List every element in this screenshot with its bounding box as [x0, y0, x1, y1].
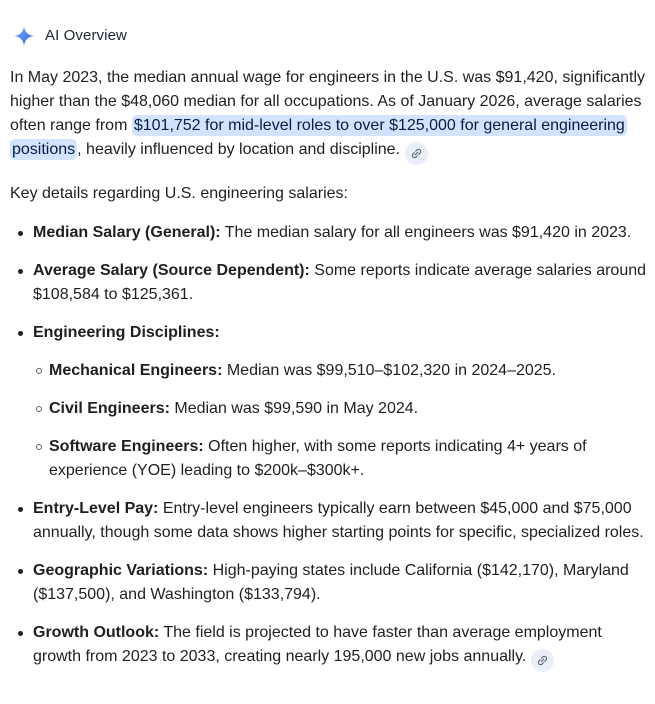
link-icon — [538, 655, 548, 666]
ai-overview-header: AI Overview — [10, 26, 650, 46]
item-label: Geographic Variations: — [33, 562, 209, 579]
item-text: Entry-level engineers typically earn bet… — [33, 500, 644, 541]
item-label: Median Salary (General): — [33, 224, 221, 241]
item-text: The field is projected to have faster th… — [33, 624, 602, 665]
ai-overview-panel: AI Overview In May 2023, the median annu… — [10, 26, 650, 672]
item-text: The median salary for all engineers was … — [220, 224, 632, 241]
bullet-engineering-disciplines: Engineering Disciplines: Mechanical Engi… — [10, 321, 650, 483]
intro-paragraph: In May 2023, the median annual wage for … — [10, 66, 650, 165]
item-text: Often higher, with some reports indicati… — [49, 438, 587, 479]
item-label: Entry-Level Pay: — [33, 500, 159, 517]
subbullet-civil-engineers: Civil Engineers: Median was $99,590 in M… — [33, 397, 624, 421]
subbullet-mechanical-engineers: Mechanical Engineers: Median was $99,510… — [33, 359, 624, 383]
item-text: Median was $99,510–$102,320 in 2024–2025… — [222, 362, 556, 379]
bullet-entry-level-pay: Entry-Level Pay: Entry-level engineers t… — [10, 497, 650, 545]
intro-text-post: , heavily influenced by location and dis… — [77, 141, 401, 158]
subbullet-software-engineers: Software Engineers: Often higher, with s… — [33, 435, 624, 483]
item-label: Growth Outlook: — [33, 624, 160, 641]
disciplines-sublist: Mechanical Engineers: Median was $99,510… — [33, 359, 650, 483]
item-label: Mechanical Engineers: — [49, 362, 223, 379]
bullet-average-salary: Average Salary (Source Dependent): Some … — [10, 259, 650, 307]
item-text: Some reports indicate average salaries a… — [33, 262, 647, 303]
key-details-list: Median Salary (General): The median sala… — [10, 221, 650, 672]
key-details-heading: Key details regarding U.S. engineering s… — [10, 185, 348, 202]
bullet-growth-outlook: Growth Outlook: The field is projected t… — [10, 621, 650, 672]
item-text: High-paying states include California ($… — [33, 562, 629, 603]
source-link-button[interactable] — [405, 142, 429, 165]
bullet-geographic-variations: Geographic Variations: High-paying state… — [10, 559, 650, 607]
item-label: Civil Engineers: — [49, 400, 170, 417]
gemini-sparkle-icon — [14, 26, 34, 46]
ai-overview-title: AI Overview — [45, 27, 127, 44]
bullet-median-salary: Median Salary (General): The median sala… — [10, 221, 650, 245]
item-text: Median was $99,590 in May 2024. — [169, 400, 419, 417]
item-label: Software Engineers: — [49, 438, 204, 455]
item-label: Engineering Disciplines: — [33, 324, 220, 341]
item-label: Average Salary (Source Dependent): — [33, 262, 310, 279]
source-link-button[interactable] — [531, 649, 555, 672]
link-icon — [411, 148, 422, 159]
intro-text-pre: In May 2023, the median annual wage for … — [10, 69, 646, 134]
